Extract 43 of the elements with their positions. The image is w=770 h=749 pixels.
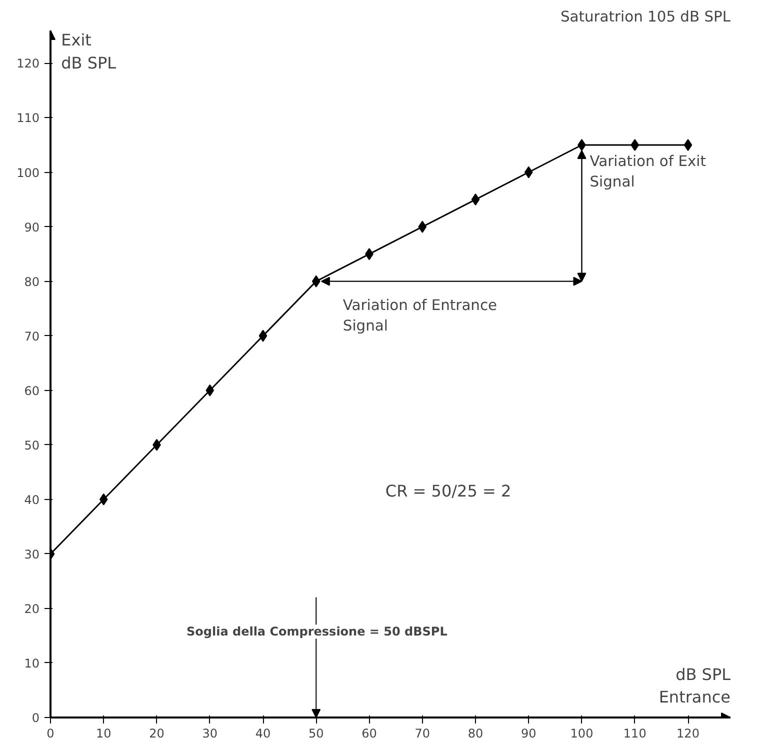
y-tick-label: 30 [24, 547, 40, 562]
point [258, 330, 268, 342]
point [578, 139, 586, 151]
x-tick-label: 120 [676, 726, 700, 740]
annotation: CR = 50/25 = 2 [385, 481, 512, 500]
x-axis-title: dB SPL Entrance [658, 664, 731, 707]
y-tick-label: 120 [16, 56, 40, 71]
y-tick-label: 100 [16, 166, 40, 180]
x-tick-label: 90 [520, 726, 536, 740]
point [312, 275, 320, 288]
point [684, 139, 692, 151]
y-tick-label: 60 [24, 384, 40, 398]
x-tick-label: 110 [623, 726, 646, 740]
y-tick-label: 90 [24, 220, 40, 234]
annotation: Variation of Entrance Signal [342, 296, 498, 334]
point [206, 384, 214, 396]
x-tick-label: 50 [308, 726, 324, 740]
chart-title: Saturatrion 105 dB SPL [560, 8, 732, 26]
y-tick-label: 80 [24, 274, 40, 289]
annotation: Variation of Exit Signal [590, 153, 706, 190]
point [524, 166, 533, 178]
annotation: Soglia della Compressione = 50 dBSPL [186, 624, 448, 639]
x-tick-label: 40 [255, 726, 271, 740]
x-tick-label: 100 [570, 726, 594, 740]
point [471, 194, 480, 206]
x-tick-label: 10 [96, 726, 112, 740]
y-tick-label: 10 [24, 656, 40, 670]
x-tick-label: 30 [202, 726, 218, 740]
x-tick-label: 20 [149, 726, 164, 740]
y-tick-label: 70 [24, 329, 40, 344]
y-tick-label: 20 [24, 602, 40, 616]
y-axis-title: Exit dB SPL [61, 30, 116, 72]
point [99, 493, 108, 506]
y-tick-label: 50 [24, 438, 40, 452]
point [418, 220, 427, 233]
x-tick-label: 60 [362, 726, 377, 740]
point [630, 139, 640, 151]
x-tick-label: 0 [46, 726, 54, 740]
x-tick-label: 70 [414, 726, 430, 740]
y-tick-label: 110 [16, 111, 40, 126]
x-tick-label: 80 [468, 726, 484, 740]
y-tick-label: 40 [24, 492, 40, 507]
y-tick-label: 0 [32, 711, 40, 725]
